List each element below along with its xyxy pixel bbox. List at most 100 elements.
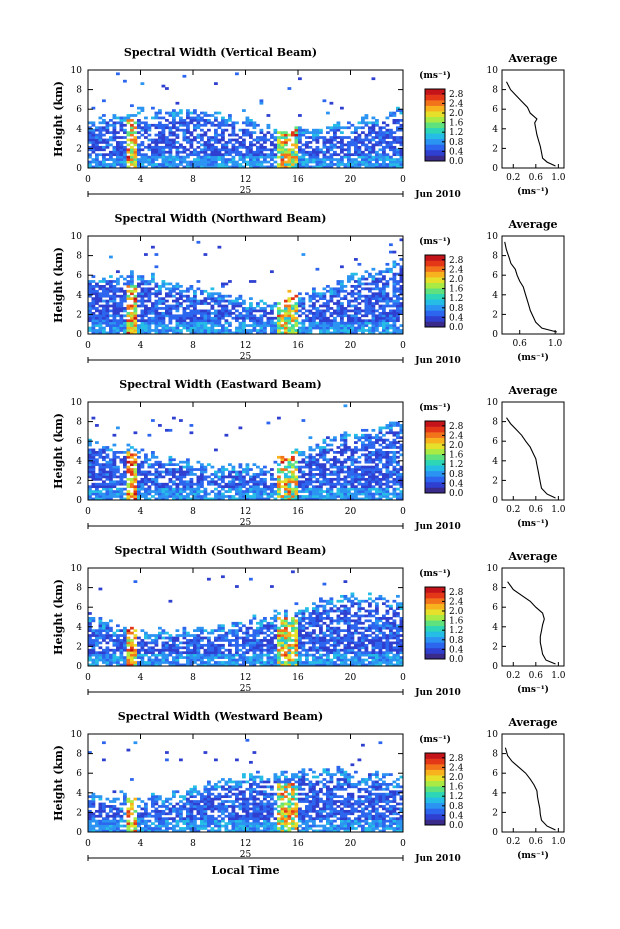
- heatmap-cell: [270, 321, 274, 325]
- heatmap-cell: [140, 289, 145, 293]
- heatmap-cell: [287, 311, 292, 315]
- heatmap-cell: [305, 309, 309, 313]
- heatmap-cell: [301, 487, 306, 491]
- heatmap-cell: [165, 150, 169, 154]
- heatmap-cell: [333, 309, 337, 313]
- heatmap-cell: [214, 82, 218, 85]
- x-tick-label: 0: [400, 507, 406, 517]
- heatmap-cell: [144, 497, 148, 501]
- heatmap-cell: [210, 321, 215, 325]
- heatmap-cell: [319, 453, 323, 457]
- heatmap-cell: [161, 329, 166, 332]
- heatmap-cell: [140, 109, 145, 112]
- heatmap-cell: [357, 138, 362, 142]
- heatmap-cell: [221, 643, 225, 647]
- heatmap-cell: [252, 165, 257, 169]
- heatmap-cell: [242, 321, 246, 325]
- heatmap-cell: [161, 138, 166, 142]
- heatmap-cell: [336, 309, 341, 313]
- heatmap-cell: [396, 495, 400, 498]
- heatmap-cell: [245, 121, 250, 125]
- heatmap-cell: [123, 128, 127, 132]
- heatmap-cell: [151, 123, 155, 127]
- heatmap-cell: [200, 636, 204, 640]
- heatmap-cell: [130, 316, 134, 320]
- heatmap-cell: [336, 165, 341, 169]
- heatmap-cell: [168, 487, 173, 491]
- heatmap-cell: [168, 145, 173, 149]
- heatmap-cell: [123, 631, 127, 635]
- heatmap-cell: [203, 497, 208, 501]
- heatmap-cell: [203, 133, 208, 137]
- heatmap-cell: [137, 153, 141, 157]
- heatmap-cell: [385, 270, 390, 274]
- heatmap-cell: [305, 319, 309, 323]
- heatmap-cell: [193, 299, 197, 303]
- heatmap-cell: [217, 153, 222, 157]
- heatmap-cell: [287, 158, 292, 161]
- heatmap-cell: [392, 438, 397, 442]
- y-tick-label: 10: [71, 66, 83, 76]
- heatmap-cell: [168, 458, 173, 462]
- heatmap-cell: [130, 460, 134, 464]
- panel-2: Spectral Width (Northward Beam)Height (k…: [52, 212, 565, 366]
- heatmap-cell: [298, 299, 302, 303]
- heatmap-cell: [326, 309, 330, 313]
- heatmap-cell: [154, 309, 159, 313]
- heatmap-cell: [228, 485, 232, 489]
- heatmap-cell: [385, 145, 390, 149]
- heatmap-cell: [98, 316, 103, 320]
- heatmap-cell: [382, 316, 386, 320]
- heatmap-cell: [368, 155, 372, 159]
- heatmap-cell: [133, 304, 138, 308]
- heatmap-cell: [102, 636, 106, 640]
- heatmap-cell: [385, 438, 390, 442]
- heatmap-cell: [385, 480, 390, 484]
- heatmap-cell: [392, 470, 397, 474]
- heatmap-cell: [224, 631, 229, 635]
- heatmap-cell: [102, 455, 106, 459]
- heatmap-cell: [116, 480, 120, 484]
- heatmap-cell: [392, 324, 397, 327]
- heatmap-cell: [144, 636, 148, 640]
- heatmap-cell: [207, 165, 211, 169]
- heatmap-cell: [165, 653, 169, 657]
- heatmap-cell: [308, 304, 313, 308]
- colorbar-swatch: [425, 315, 445, 322]
- heatmap-cell: [158, 485, 162, 489]
- heatmap-cell: [280, 160, 285, 164]
- heatmap-cell: [368, 299, 372, 303]
- heatmap-cell: [350, 487, 355, 491]
- avg-x-tick-label: 1.0: [551, 173, 566, 183]
- heatmap-cell: [172, 658, 176, 662]
- heatmap-cell: [214, 653, 218, 657]
- heatmap-cell: [126, 133, 131, 137]
- heatmap-cell: [294, 468, 299, 471]
- heatmap-cell: [263, 133, 267, 137]
- heatmap-cell: [389, 141, 393, 144]
- heatmap-cell: [112, 121, 117, 125]
- heatmap-cell: [399, 453, 404, 457]
- heatmap-cell: [105, 289, 110, 293]
- heatmap-cell: [333, 477, 337, 481]
- heatmap-cell: [105, 280, 110, 283]
- heatmap-cell: [102, 158, 106, 161]
- colorbar-tick-label: 0.4: [449, 479, 464, 489]
- heatmap-cell: [95, 651, 99, 655]
- heatmap-cell: [273, 482, 278, 486]
- heatmap-cell: [382, 141, 386, 144]
- heatmap-cell: [284, 131, 288, 134]
- heatmap-cell: [193, 641, 197, 645]
- heatmap-cell: [105, 463, 110, 466]
- heatmap-cell: [175, 314, 180, 318]
- heatmap-cell: [109, 150, 113, 154]
- heatmap-cell: [333, 329, 337, 332]
- heatmap-cell: [329, 126, 334, 130]
- heatmap-cell: [119, 128, 124, 132]
- heatmap-cell: [252, 121, 257, 125]
- heatmap-cell: [88, 626, 92, 630]
- heatmap-cell: [389, 324, 393, 327]
- heatmap-cell: [224, 150, 229, 154]
- heatmap-cell: [154, 658, 159, 662]
- heatmap-cell: [210, 163, 215, 166]
